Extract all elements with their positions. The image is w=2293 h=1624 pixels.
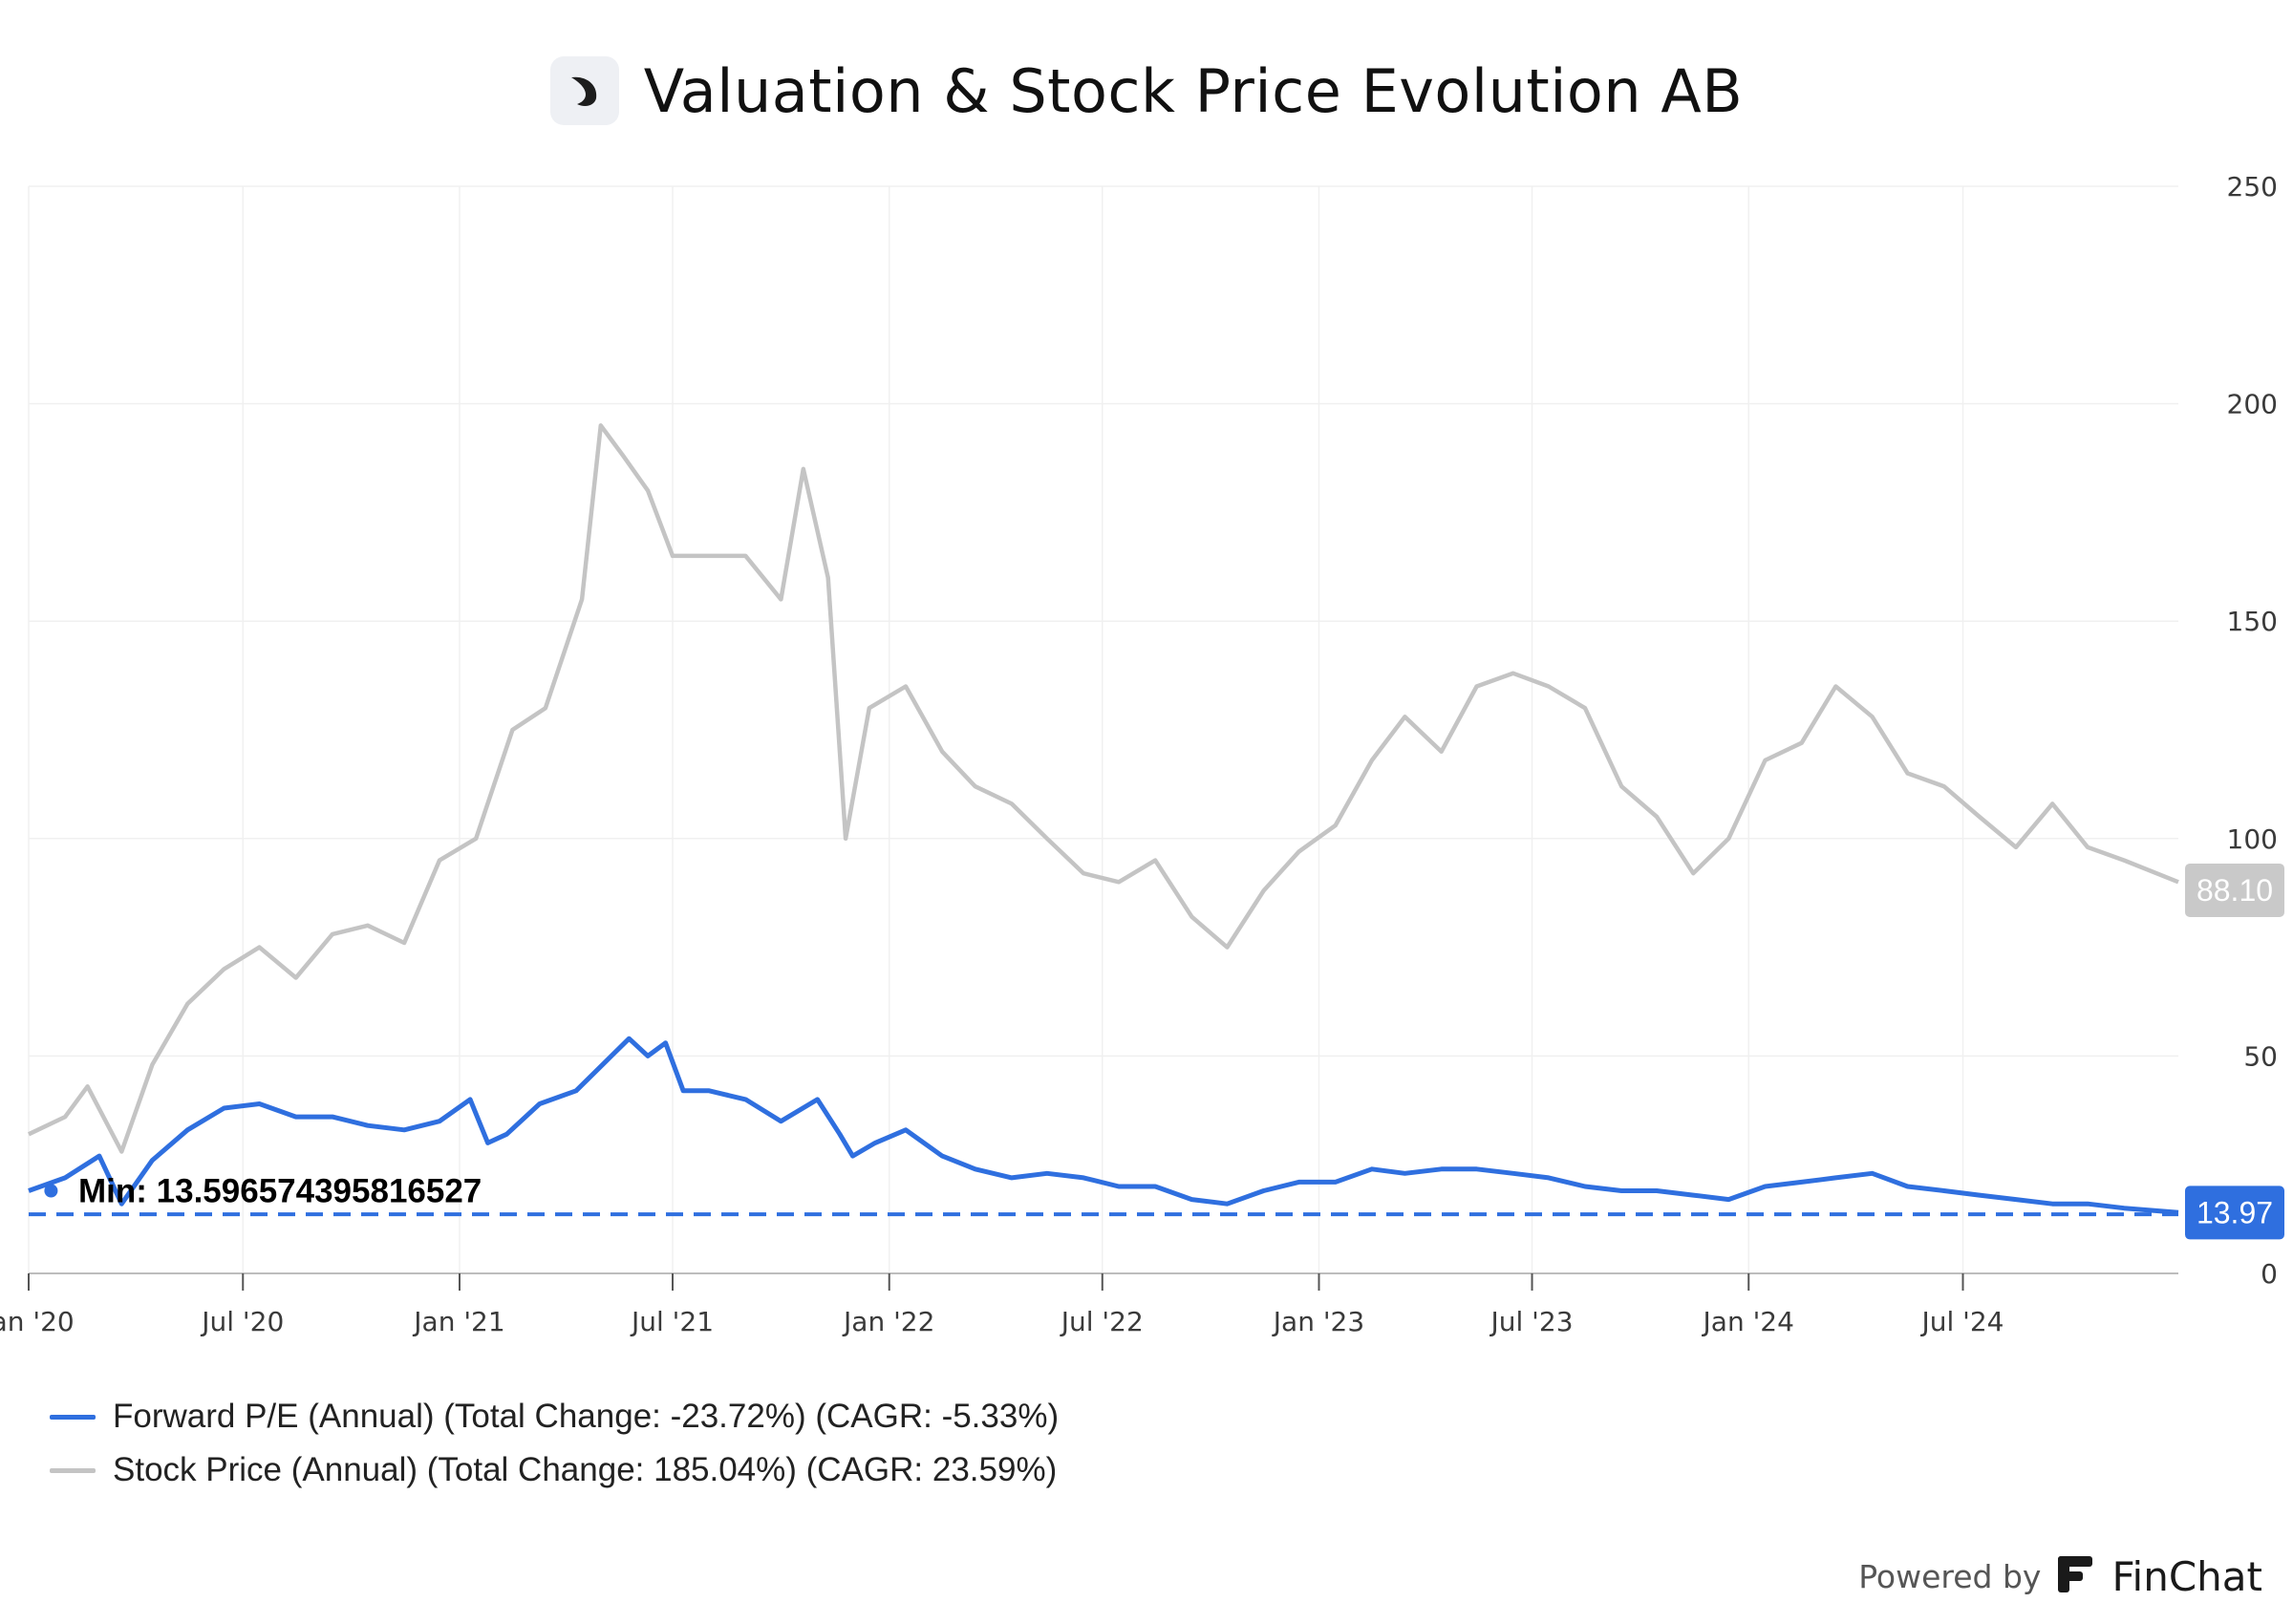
series-line-forward-pe xyxy=(28,1036,2179,1215)
company-logo-icon xyxy=(549,56,619,125)
chart-title: Valuation & Stock Price Evolution AB xyxy=(643,55,1744,126)
x-tick-label: Jan '24 xyxy=(1702,1306,1794,1337)
legend-label-forward-pe: Forward P/E (Annual) (Total Change: -23.… xyxy=(113,1398,1060,1435)
legend-swatch-stock-price xyxy=(50,1467,96,1473)
min-annotation-label: Min: 13.596574395816527 xyxy=(78,1173,482,1210)
branding[interactable]: Powered by FinChat xyxy=(1858,1552,2262,1601)
min-marker-point xyxy=(44,1184,58,1198)
last-value-badge-stock-price-box xyxy=(2185,863,2284,917)
x-tick-label: Jan '21 xyxy=(412,1306,504,1337)
x-tick-label: Jan '20 xyxy=(0,1306,75,1337)
brand-name: FinChat xyxy=(2111,1553,2262,1600)
last-value-badge-forward-pe-text: 13.97 xyxy=(2197,1195,2273,1229)
legend-item-forward-pe[interactable]: Forward P/E (Annual) (Total Change: -23.… xyxy=(50,1390,1059,1443)
legend-label-stock-price: Stock Price (Annual) (Total Change: 185.… xyxy=(113,1451,1058,1488)
powered-by-text: Powered by xyxy=(1858,1558,2042,1595)
finchat-logo-icon xyxy=(2054,1552,2098,1601)
x-tick-label: Jan '23 xyxy=(1272,1306,1364,1337)
x-tick-label: Jul '21 xyxy=(630,1306,714,1337)
grid-lines xyxy=(28,185,2178,1274)
y-tick-label: 150 xyxy=(2227,606,2278,637)
x-tick-label: Jul '20 xyxy=(200,1306,284,1337)
y-tick-label: 50 xyxy=(2243,1040,2278,1072)
y-tick-label: 200 xyxy=(2227,389,2278,420)
y-tick-label: 100 xyxy=(2227,823,2278,855)
y-tick-label: 0 xyxy=(2261,1258,2278,1290)
chart-header: Valuation & Stock Price Evolution AB xyxy=(0,48,2293,134)
y-tick-label: 250 xyxy=(2227,171,2278,203)
x-tick-label: Jul '23 xyxy=(1489,1306,1574,1337)
x-tick-label: Jul '22 xyxy=(1060,1306,1144,1337)
legend: Forward P/E (Annual) (Total Change: -23.… xyxy=(50,1390,1059,1497)
x-axis: Jan '20 Jul '20 Jan '21 Jul '21 Jan '22 Jul '… xyxy=(0,1272,2178,1337)
y-axis: 0 50 100 150 200 250 xyxy=(2227,171,2278,1290)
series-layer xyxy=(28,423,2179,1215)
x-tick-label: Jan '22 xyxy=(842,1306,934,1337)
last-value-badge-forward-pe-box xyxy=(2185,1186,2284,1240)
annotation-layer: Min: 13.596574395816527 88.10 13.97 xyxy=(29,863,2284,1240)
legend-swatch-forward-pe xyxy=(50,1414,96,1420)
series-line-stock-price xyxy=(28,423,2179,1154)
legend-item-stock-price[interactable]: Stock Price (Annual) (Total Change: 185.… xyxy=(50,1443,1059,1497)
last-value-badge-stock-price-text: 88.10 xyxy=(2197,873,2273,908)
x-tick-label: Jul '24 xyxy=(1919,1306,2004,1337)
